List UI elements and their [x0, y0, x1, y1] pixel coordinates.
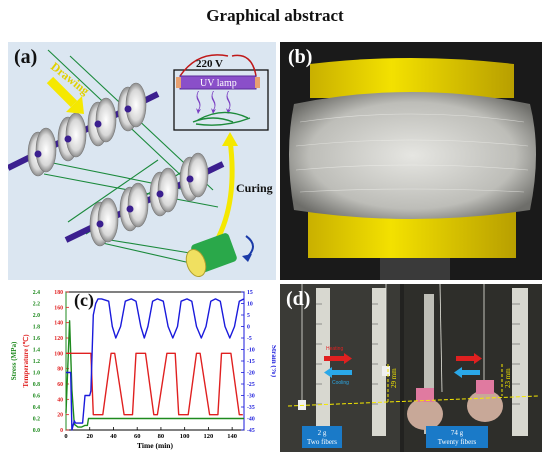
y-tick-label: 0.4 [33, 405, 40, 411]
y-tick-label: 0.0 [33, 428, 40, 434]
x-tick-label: 40 [110, 433, 117, 440]
y-tick-label: 160 [54, 305, 63, 311]
roller-row-top [8, 82, 160, 177]
uv-lamp-box [173, 54, 269, 131]
y-tick-label: -30 [247, 394, 255, 400]
y-tick-label: -35 [247, 405, 255, 411]
drawing-arrow-icon [46, 76, 84, 114]
panel-b-label: (b) [288, 46, 313, 68]
x-tick-label: 0 [64, 433, 67, 440]
voltage-label: 220 V [196, 58, 223, 70]
cooling-label: Cooling [332, 380, 349, 386]
y-tick-label: 1.4 [33, 348, 40, 354]
panel-a-schematic: Drawing 220 V UV lamp Curing [8, 42, 276, 280]
x-tick-label: 20 [86, 433, 93, 440]
left-caption-line-2: Two fibers [307, 438, 337, 446]
y-axis-label: Stress (MPa) [10, 341, 18, 380]
y-tick-label: 15 [247, 290, 253, 296]
left-caption-box [302, 426, 342, 448]
y-tick-label: -25 [247, 382, 255, 388]
y-tick-label: -10 [247, 348, 255, 354]
y-tick-label: -45 [247, 428, 255, 434]
schematic-drawing: Drawing 220 V UV lamp Curing [8, 49, 273, 278]
y-tick-label: 2.4 [33, 290, 40, 296]
y-tick-label: 60 [57, 382, 63, 388]
uv-rays [196, 91, 231, 114]
cured-fibers [192, 111, 251, 126]
y-tick-label: 100 [54, 351, 63, 357]
y-tick-label: 0.6 [33, 394, 40, 400]
hanging-fibers [301, 284, 485, 404]
y-tick-label: 1.0 [33, 371, 40, 377]
spool-photo [280, 42, 542, 280]
y-tick-label: 80 [57, 367, 63, 373]
uv-lamp-label: UV lamp [200, 78, 237, 89]
series-line-2 [66, 298, 245, 431]
y-tick-label: 40 [57, 397, 63, 403]
roller-row-bottom [64, 152, 225, 247]
y-tick-label: -20 [247, 371, 255, 377]
cooling-arrow-icon [324, 367, 480, 378]
y-tick-label: -5 [247, 336, 252, 342]
y-tick-label: 10 [247, 302, 253, 308]
y-axis-label: Temperature (℃) [22, 334, 30, 388]
x-tick-label: 60 [134, 433, 141, 440]
y-tick-label: 2.2 [33, 302, 40, 308]
y-tick-label: 140 [54, 321, 63, 327]
panel-d-label: (d) [286, 288, 311, 310]
series-line-1 [66, 352, 243, 416]
x-tick-label: 100 [180, 433, 190, 440]
y-tick-label: 0 [60, 428, 63, 434]
heating-arrow-icon [324, 353, 482, 364]
right-caption-line-2: Twenty fibers [438, 438, 477, 446]
right-measure-label: 23 mm [504, 368, 512, 388]
heating-label: Heating [326, 346, 343, 352]
rulers [316, 288, 528, 436]
y-tick-label: 5 [247, 313, 250, 319]
y-tick-label: 1.6 [33, 336, 40, 342]
y-tick-label: 2.0 [33, 313, 40, 319]
x-tick-label: 140 [227, 433, 237, 440]
panel-d-photos: Heating Cooling 29 mm 23 mm 2 g Two fibe… [280, 284, 542, 452]
y-tick-label: -40 [247, 417, 255, 423]
y-axis-label: Strain (%) [270, 345, 276, 378]
x-axis-label: Time (min) [137, 441, 173, 450]
panel-c-label: (c) [74, 290, 94, 310]
x-tick-label: 80 [158, 433, 165, 440]
y-tick-label: 0.8 [33, 382, 40, 388]
curing-label: Curing [236, 181, 273, 195]
y-tick-label: -15 [247, 359, 255, 365]
fiber-spool-icon [185, 233, 254, 278]
panel-b-photo: (b) [280, 42, 542, 280]
panel-a-label: (a) [14, 46, 38, 68]
left-measure-label: 29 mm [390, 368, 398, 388]
right-caption-box [426, 426, 488, 448]
y-tick-label: 20 [57, 413, 63, 419]
right-caption-line-1: 74 g [451, 429, 464, 437]
curing-arrow-icon [213, 139, 235, 244]
x-tick-label: 120 [204, 433, 214, 440]
y-tick-label: 0.2 [33, 417, 40, 423]
y-tick-label: 0 [247, 325, 250, 331]
y-tick-label: 180 [54, 290, 63, 296]
page-title: Graphical abstract [206, 6, 344, 25]
recovery-photos: Heating Cooling 29 mm 23 mm 2 g Two fibe… [280, 284, 542, 452]
y-tick-label: 120 [54, 336, 63, 342]
y-tick-label: 1.8 [33, 325, 40, 331]
panel-c-chart: 0 20 40 60 80 100 120 140 Time (min) 0.0 0.2 0.4 0.6… [8, 284, 276, 452]
spool-top-flange [310, 58, 514, 98]
left-caption-line-1: 2 g [318, 429, 327, 437]
y-tick-label: 1.2 [33, 359, 40, 365]
wound-fiber [289, 92, 536, 219]
